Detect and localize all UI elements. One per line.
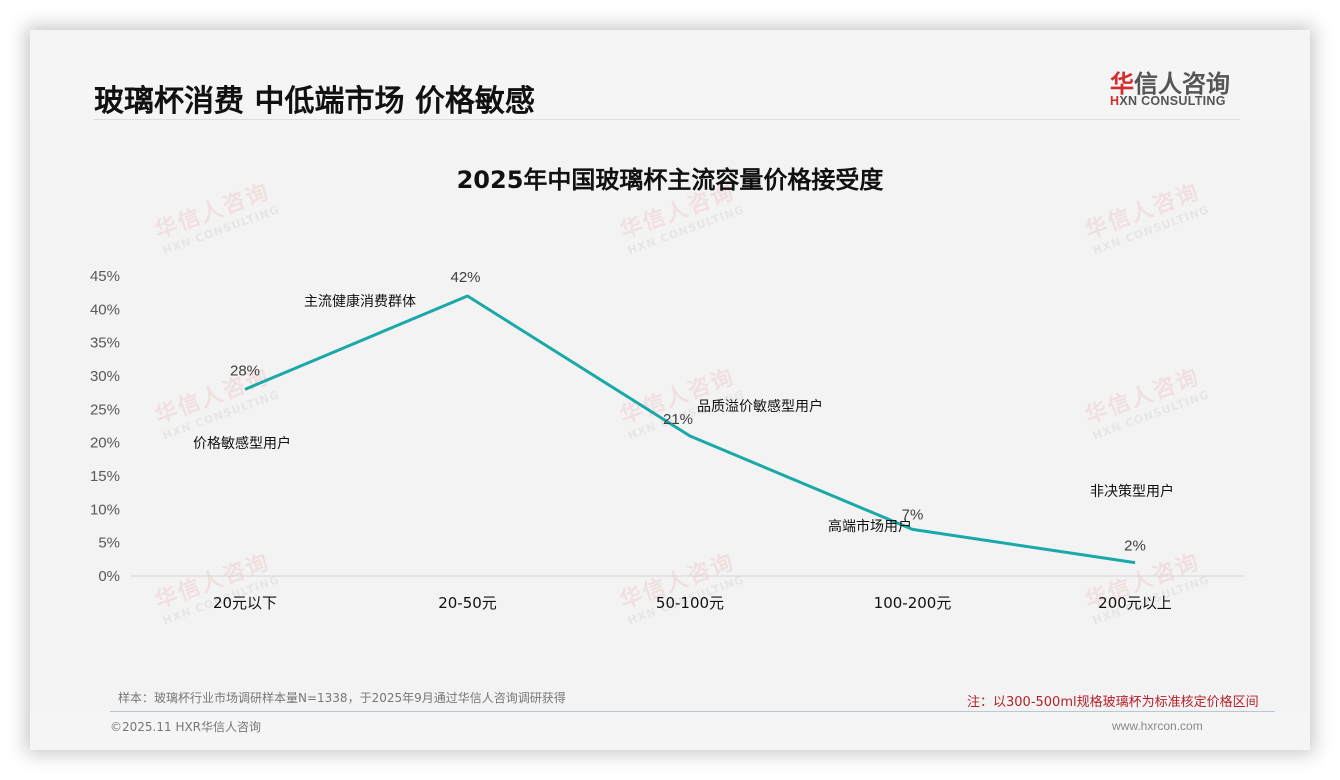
x-tick-label: 20元以下 bbox=[213, 594, 277, 612]
data-label: 42% bbox=[450, 269, 480, 286]
segment-annotation: 非决策型用户 bbox=[1090, 483, 1174, 500]
series-line bbox=[244, 294, 1136, 565]
y-tick-label: 10% bbox=[90, 501, 120, 518]
price-range-note: 注：以300-500ml规格玻璃杯为标准核定价格区间 bbox=[967, 695, 1259, 710]
x-axis: 20元以下 20-50元 50-100元 100-200元 200元以上 bbox=[213, 594, 1172, 612]
data-label: 7% bbox=[902, 506, 924, 523]
y-tick-label: 5% bbox=[98, 535, 120, 552]
logo-chinese: 华信人咨询 bbox=[1110, 70, 1230, 98]
header-band bbox=[30, 30, 1310, 120]
logo-english: HXN CONSULTING bbox=[1110, 94, 1226, 108]
segment-annotation: 价格敏感型用户 bbox=[193, 435, 291, 452]
line-chart: 0% 5% 10% 15% 20% 25% 30% 35% 40% 45% 20元以下 20-50元… bbox=[90, 268, 1245, 612]
y-tick-label: 45% bbox=[90, 268, 120, 285]
footer-divider bbox=[110, 711, 1275, 712]
chart-title: 2025年中国玻璃杯主流容量价格接受度 bbox=[456, 166, 884, 194]
page-title: 玻璃杯消费 中低端市场 价格敏感 bbox=[94, 84, 535, 119]
y-tick-label: 20% bbox=[90, 435, 120, 452]
y-tick-label: 25% bbox=[90, 401, 120, 418]
company-logo: 华信人咨询 HXN CONSULTING bbox=[1110, 64, 1240, 114]
x-tick-label: 100-200元 bbox=[874, 594, 952, 612]
slide: 玻璃杯消费 中低端市场 价格敏感 华信人咨询 HXN CONSULTING 华信… bbox=[30, 30, 1310, 750]
x-tick-label: 50-100元 bbox=[656, 594, 724, 612]
segment-annotation: 高端市场用户 bbox=[828, 518, 912, 535]
sample-note: 样本：玻璃杯行业市场调研样本量N=1338，于2025年9月通过华信人咨询调研获… bbox=[118, 691, 566, 705]
y-tick-label: 30% bbox=[90, 368, 120, 385]
segment-annotation: 品质溢价敏感型用户 bbox=[697, 398, 823, 415]
x-tick-label: 20-50元 bbox=[438, 594, 497, 612]
x-tick-label: 200元以上 bbox=[1098, 594, 1172, 612]
y-tick-label: 40% bbox=[90, 301, 120, 318]
footer-band bbox=[30, 712, 1310, 750]
y-tick-label: 35% bbox=[90, 335, 120, 352]
y-axis: 0% 5% 10% 15% 20% 25% 30% 35% 40% 45% bbox=[90, 268, 120, 585]
data-label: 21% bbox=[663, 411, 693, 428]
segment-annotation: 主流健康消费群体 bbox=[304, 293, 416, 310]
website-link[interactable]: www.hxrcon.com bbox=[1112, 719, 1203, 733]
data-label: 28% bbox=[230, 362, 260, 379]
data-labels: 28% 42% 21% 7% 2% bbox=[230, 269, 1146, 555]
y-tick-label: 0% bbox=[98, 568, 120, 585]
header-divider bbox=[94, 119, 1240, 120]
data-label: 2% bbox=[1124, 538, 1146, 555]
copyright: ©2025.11 HXR华信人咨询 bbox=[110, 720, 262, 734]
y-tick-label: 15% bbox=[90, 468, 120, 485]
